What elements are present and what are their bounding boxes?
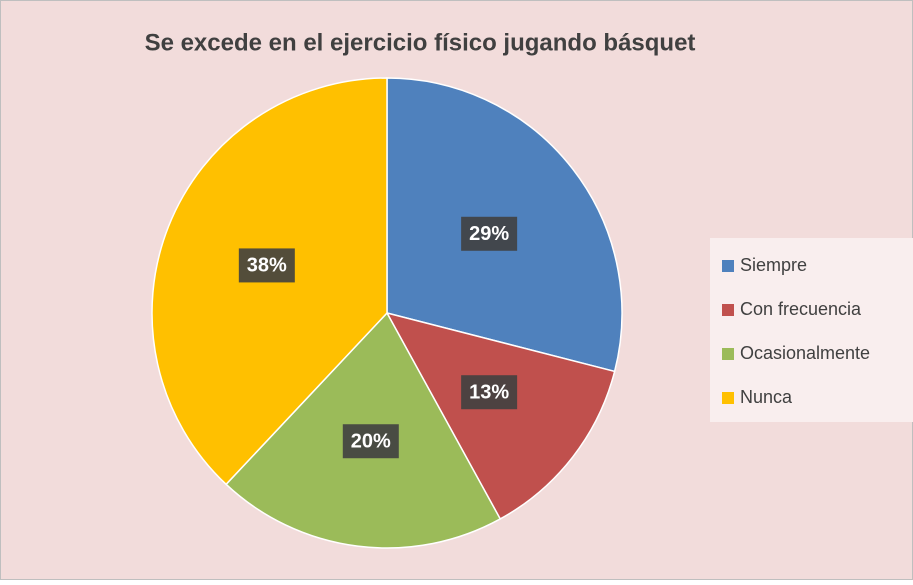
legend-swatch xyxy=(722,392,734,404)
data-label: 38% xyxy=(247,255,287,277)
chart-title: Se excede en el ejercicio físico jugando… xyxy=(145,29,696,56)
data-label: 20% xyxy=(351,431,391,453)
data-label-box xyxy=(342,424,399,459)
data-label-box xyxy=(461,216,518,251)
legend-box xyxy=(710,238,913,422)
pie-slice xyxy=(385,311,616,520)
data-label: 13% xyxy=(469,381,509,403)
legend-swatch xyxy=(722,348,734,360)
data-label-box xyxy=(461,375,518,410)
legend-swatch xyxy=(722,260,734,272)
legend-label: Siempre xyxy=(740,255,807,275)
data-label: 29% xyxy=(469,223,509,245)
data-label-box xyxy=(238,248,295,283)
legend-label: Ocasionalmente xyxy=(740,343,870,363)
legend-label: Con frecuencia xyxy=(740,299,862,319)
legend-label: Nunca xyxy=(740,387,793,407)
legend-swatch xyxy=(722,304,734,316)
